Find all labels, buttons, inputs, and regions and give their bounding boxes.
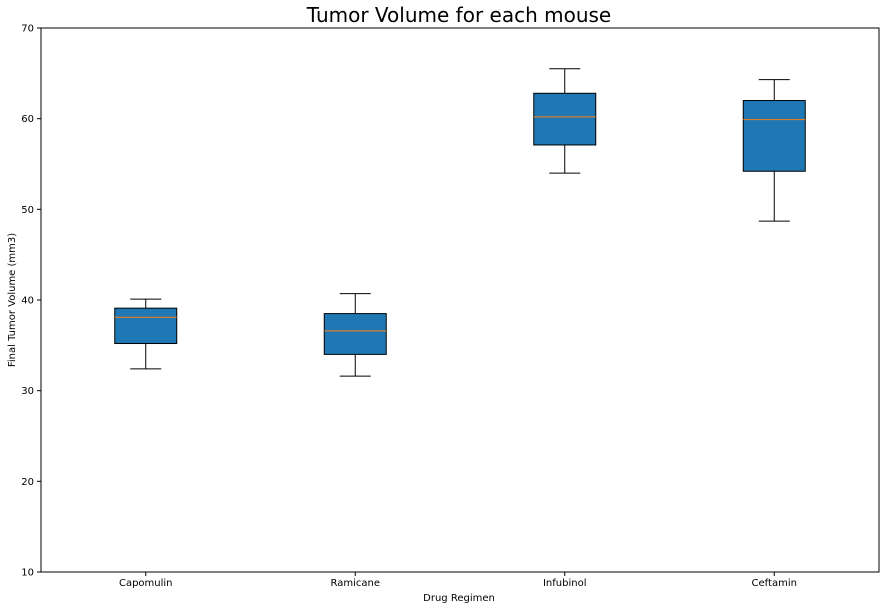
box-infubinol xyxy=(533,68,597,174)
y-tick-label: 20 xyxy=(21,477,34,488)
x-tick-label: Infubinol xyxy=(543,578,587,589)
box-ceftamin xyxy=(742,79,806,222)
y-tick-label: 60 xyxy=(21,114,34,125)
y-axis-label: Final Tumor Volume (mm3) xyxy=(7,233,18,367)
chart-title: Tumor Volume for each mouse xyxy=(306,3,611,27)
y-tick-label: 30 xyxy=(21,386,34,397)
box-iqr xyxy=(742,100,806,172)
x-tick-label: Ramicane xyxy=(331,578,381,589)
y-axis: 10 20 30 40 50 60 70 xyxy=(21,24,41,579)
y-tick-label: 40 xyxy=(21,296,34,307)
x-axis: Capomulin Ramicane Infubinol Ceftamin xyxy=(119,572,797,589)
box-capomulin xyxy=(114,298,178,370)
x-tick-label: Capomulin xyxy=(119,578,173,589)
box-iqr xyxy=(323,313,387,355)
y-tick-label: 10 xyxy=(21,568,34,579)
box-iqr xyxy=(533,92,597,146)
x-tick-label: Ceftamin xyxy=(752,578,797,589)
box-ramicane xyxy=(323,293,387,377)
y-tick-label: 50 xyxy=(21,205,34,216)
y-tick-label: 70 xyxy=(21,24,34,35)
box-iqr xyxy=(114,307,178,345)
boxes-group xyxy=(114,68,806,377)
x-axis-label: Drug Regimen xyxy=(423,593,495,604)
